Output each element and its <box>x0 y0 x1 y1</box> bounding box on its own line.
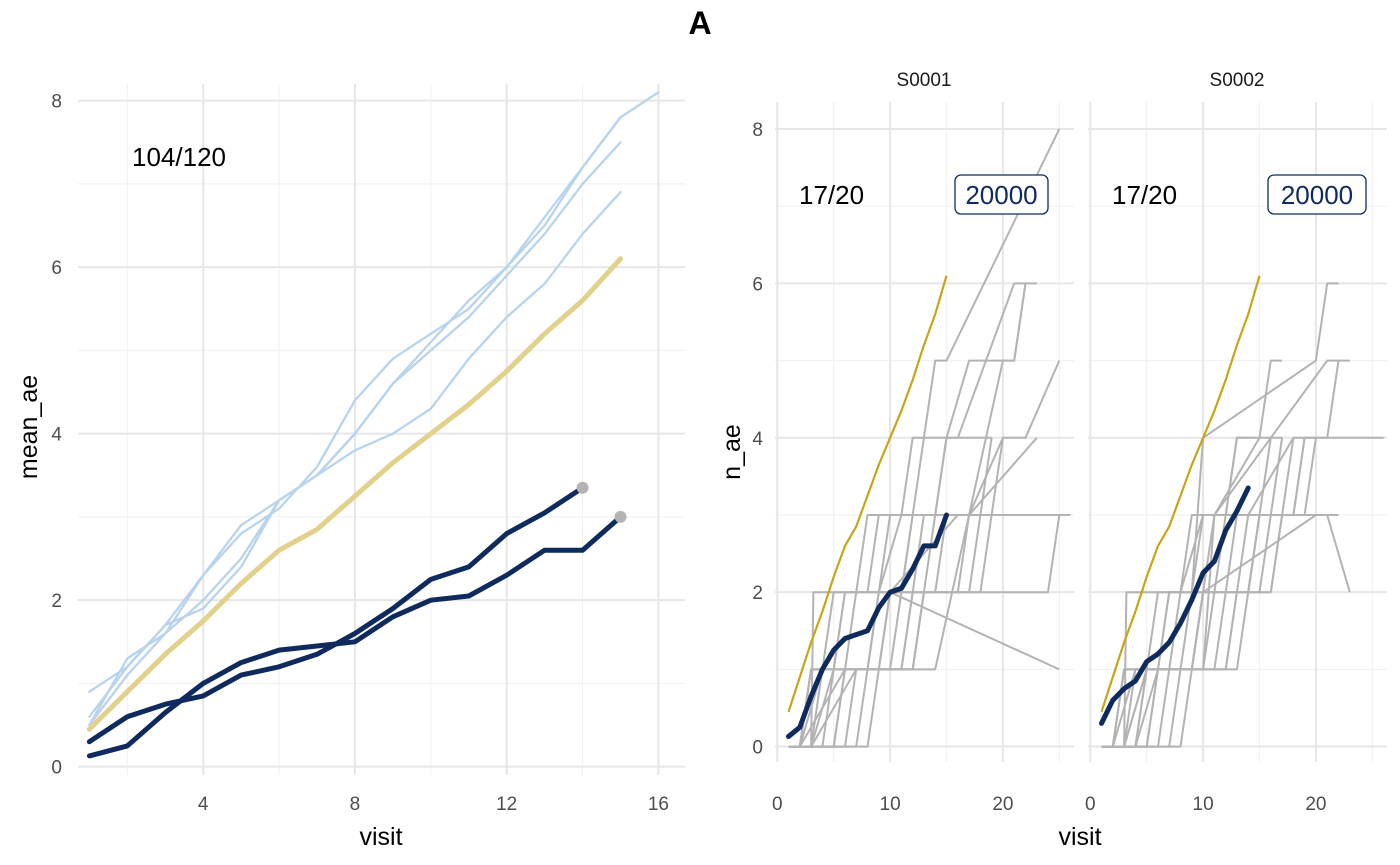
patient-line <box>1101 359 1350 748</box>
patient-line <box>788 514 1026 748</box>
facet-x-tick-label: 0 <box>1085 794 1096 815</box>
facet-x-tick-label: 20 <box>992 794 1013 815</box>
reference-line <box>88 116 622 718</box>
facet-y-tick-label: 2 <box>752 583 763 604</box>
reference-line <box>88 191 622 727</box>
facet-y-tick-label: 8 <box>752 120 763 141</box>
left-lines <box>86 91 660 759</box>
end-point <box>614 510 627 523</box>
patient-line <box>1101 514 1351 748</box>
facet-x-tick-label: 20 <box>1305 794 1326 815</box>
left-y-tick-label: 4 <box>51 425 62 446</box>
left-x-tick-label: 8 <box>350 794 361 815</box>
left-panel: 0 2 4 6 8 4 8 12 16 104/120 visit mean_ae <box>15 84 685 851</box>
observed-line <box>786 512 949 739</box>
patient-line <box>1101 359 1283 748</box>
facet-y-tick-label: 4 <box>752 429 763 450</box>
right-tick-labels: 0 10 20 0 10 20 0 2 4 6 8 <box>752 120 1326 815</box>
left-y-tick-label: 6 <box>51 258 62 279</box>
facet-y-tick-label: 6 <box>752 274 763 295</box>
left-y-tick-label: 8 <box>51 92 62 113</box>
reference-line <box>88 141 622 693</box>
s0002-box-label: 20000 <box>1281 180 1353 210</box>
right-y-axis-title: n_ae <box>718 424 746 480</box>
patient-line <box>788 514 947 748</box>
left-y-axis-title: mean_ae <box>15 375 43 479</box>
facet-strip-s0002: S0002 <box>1210 70 1265 91</box>
left-y-tick-label: 0 <box>51 758 62 779</box>
s0001-label-box <box>954 174 1049 215</box>
figure-title: A <box>688 5 711 41</box>
left-y-tick-label: 2 <box>51 591 62 612</box>
right-lines <box>786 128 1384 748</box>
expected-line <box>787 275 948 713</box>
s0001-box-label: 20000 <box>965 180 1037 210</box>
s0002-label-box <box>1267 174 1367 215</box>
patient-line <box>1101 437 1272 748</box>
patient-line <box>1101 514 1316 748</box>
s0001-annotation: 17/20 <box>799 180 864 210</box>
expected-line <box>86 256 623 732</box>
patient-line <box>788 437 1038 748</box>
left-x-tick-label: 12 <box>496 794 517 815</box>
left-points <box>576 481 627 523</box>
facet-x-tick-label: 10 <box>1193 794 1214 815</box>
end-point <box>576 481 589 494</box>
left-x-tick-label: 16 <box>648 794 669 815</box>
facet-x-tick-label: 10 <box>880 794 901 815</box>
patient-line <box>788 514 1061 748</box>
observed-line <box>86 485 586 745</box>
observed-line <box>1099 485 1251 726</box>
right-x-axis-title: visit <box>1058 823 1101 851</box>
left-annotation: 104/120 <box>132 142 226 172</box>
facet-x-tick-label: 0 <box>772 794 783 815</box>
left-x-axis-title: visit <box>359 823 402 851</box>
left-grid <box>78 84 685 775</box>
facet-y-tick-label: 0 <box>752 738 763 759</box>
facet-strip-s0001: S0001 <box>897 70 952 91</box>
expected-line <box>1100 275 1261 713</box>
left-tick-labels: 0 2 4 6 8 4 8 12 16 <box>51 92 669 815</box>
left-x-tick-label: 4 <box>198 794 209 815</box>
s0002-annotation: 17/20 <box>1112 180 1177 210</box>
